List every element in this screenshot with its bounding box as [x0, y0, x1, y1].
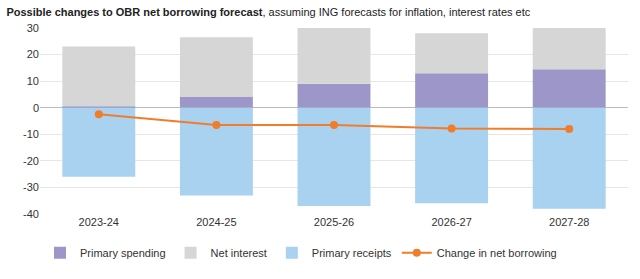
svg-text:0: 0 [33, 102, 39, 114]
svg-text:2023-24: 2023-24 [79, 216, 119, 228]
svg-text:-20: -20 [23, 155, 39, 167]
svg-text:Primary receipts: Primary receipts [312, 247, 392, 259]
svg-text:20: 20 [27, 48, 39, 60]
svg-text:-40: -40 [23, 208, 39, 220]
svg-text:2027-28: 2027-28 [549, 216, 589, 228]
svg-text:Change in net borrowing: Change in net borrowing [437, 247, 557, 259]
svg-text:Net interest: Net interest [211, 247, 267, 259]
svg-text:10: 10 [27, 75, 39, 87]
svg-text:Possible changes to OBR net bo: Possible changes to OBR net borrowing fo… [6, 6, 530, 18]
svg-text:2025-26: 2025-26 [314, 216, 354, 228]
svg-text:-30: -30 [23, 181, 39, 193]
svg-text:2024-25: 2024-25 [196, 216, 236, 228]
svg-text:30: 30 [27, 22, 39, 34]
svg-text:-10: -10 [23, 128, 39, 140]
svg-text:2026-27: 2026-27 [431, 216, 471, 228]
svg-text:Primary spending: Primary spending [80, 247, 166, 259]
